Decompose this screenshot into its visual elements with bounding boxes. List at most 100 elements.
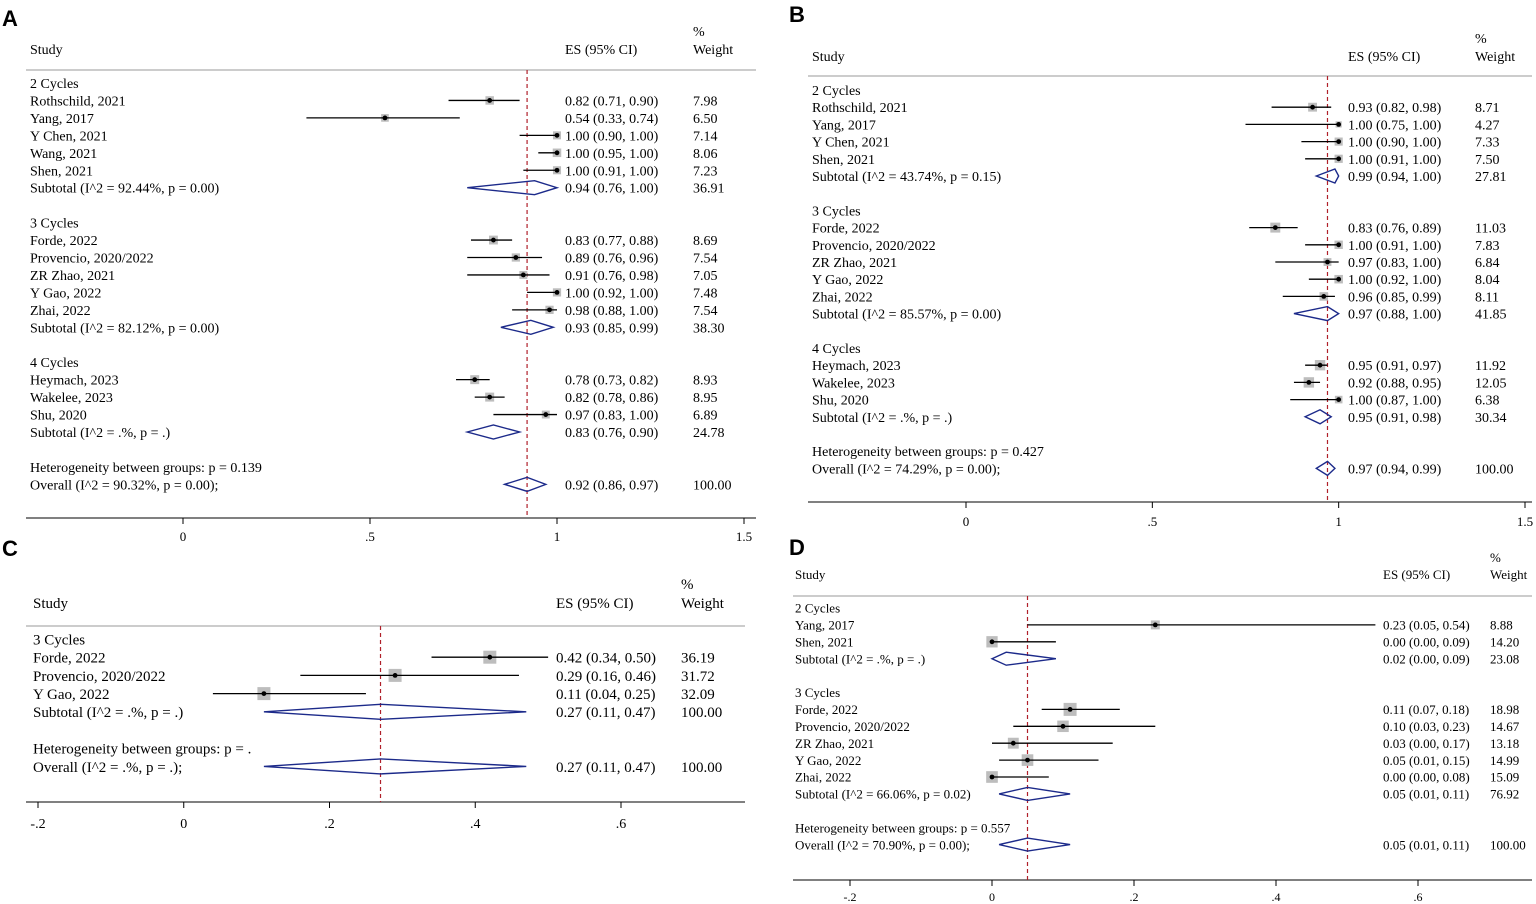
study-effect-size: 0.11 (0.07, 0.18) xyxy=(1383,702,1469,717)
study-label: Zhai, 2022 xyxy=(812,290,873,305)
study-label: Wang, 2021 xyxy=(30,147,97,162)
overall-weight: 100.00 xyxy=(681,760,722,776)
study-effect-size: 0.83 (0.76, 0.89) xyxy=(1348,222,1442,237)
point-estimate xyxy=(554,167,560,173)
study-label: Y Chen, 2021 xyxy=(30,129,108,144)
x-tick-label: .6 xyxy=(1414,890,1423,904)
study-weight: 7.98 xyxy=(693,94,718,109)
study-effect-size: 0.03 (0.00, 0.17) xyxy=(1383,736,1470,751)
column-header-study: Study xyxy=(30,43,63,58)
point-estimate xyxy=(1025,757,1030,763)
study-effect-size: 0.92 (0.88, 0.95) xyxy=(1348,376,1442,391)
study-effect-size: 0.42 (0.34, 0.50) xyxy=(556,651,656,667)
point-estimate xyxy=(1310,104,1315,110)
point-estimate xyxy=(1336,122,1342,127)
study-weight: 7.33 xyxy=(1475,136,1500,151)
subtotal-effect-size: 0.02 (0.00, 0.09) xyxy=(1383,651,1470,666)
study-weight: 7.14 xyxy=(693,129,718,144)
column-header-es: ES (95% CI) xyxy=(556,596,634,612)
study-effect-size: 0.91 (0.76, 0.98) xyxy=(565,269,659,284)
subtotal-diamond xyxy=(990,651,1056,666)
study-weight: 14.99 xyxy=(1490,753,1519,768)
study-effect-size: 0.00 (0.00, 0.08) xyxy=(1383,770,1470,785)
x-tick-label: 1 xyxy=(554,529,561,544)
study-label: Shen, 2021 xyxy=(795,634,854,649)
column-header-es: ES (95% CI) xyxy=(565,43,638,58)
point-estimate xyxy=(1321,294,1327,299)
study-weight: 11.92 xyxy=(1475,359,1506,374)
study-weight: 7.50 xyxy=(1475,153,1500,168)
heterogeneity-text: Heterogeneity between groups: p = 0.139 xyxy=(30,461,262,476)
subtotal-label: Subtotal (I^2 = 82.12%, p = 0.00) xyxy=(30,321,220,336)
subtotal-effect-size: 0.05 (0.01, 0.11) xyxy=(1383,787,1469,802)
study-effect-size: 0.11 (0.04, 0.25) xyxy=(556,687,655,703)
x-tick-label: -.2 xyxy=(30,817,45,832)
heterogeneity-text: Heterogeneity between groups: p = 0.427 xyxy=(812,445,1044,460)
column-header-es: ES (95% CI) xyxy=(1348,50,1421,65)
study-label: Heymach, 2023 xyxy=(30,374,119,389)
subtotal-effect-size: 0.94 (0.76, 1.00) xyxy=(565,182,659,197)
overall-effect-size: 0.92 (0.86, 0.97) xyxy=(565,478,659,493)
x-tick-label: 0 xyxy=(989,890,995,904)
study-effect-size: 1.00 (0.91, 1.00) xyxy=(1348,153,1442,168)
subtotal-weight: 27.81 xyxy=(1475,170,1507,185)
subtotal-effect-size: 0.95 (0.91, 0.98) xyxy=(1348,411,1442,426)
study-weight: 7.83 xyxy=(1475,239,1500,254)
overall-effect-size: 0.05 (0.01, 0.11) xyxy=(1383,837,1469,852)
x-tick-label: .6 xyxy=(616,817,627,832)
study-weight: 15.09 xyxy=(1490,770,1519,785)
subtotal-weight: 41.85 xyxy=(1475,308,1507,323)
x-tick-label: 0 xyxy=(180,529,187,544)
panel-letter: A xyxy=(2,6,18,31)
study-effect-size: 0.93 (0.82, 0.98) xyxy=(1348,101,1442,116)
study-effect-size: 1.00 (0.91, 1.00) xyxy=(1348,239,1442,254)
subtotal-weight: 23.08 xyxy=(1490,651,1519,666)
subgroup-label: 3 Cycles xyxy=(812,204,861,219)
subtotal-label: Subtotal (I^2 = 85.57%, p = 0.00) xyxy=(812,308,1002,323)
study-label: ZR Zhao, 2021 xyxy=(795,736,874,751)
overall-weight: 100.00 xyxy=(1475,462,1514,477)
point-estimate xyxy=(1336,397,1342,402)
point-estimate xyxy=(1010,740,1016,746)
study-weight: 7.23 xyxy=(693,164,718,179)
study-effect-size: 0.95 (0.91, 0.97) xyxy=(1348,359,1442,374)
study-weight: 18.98 xyxy=(1490,702,1519,717)
overall-diamond xyxy=(263,758,527,775)
study-weight: 32.09 xyxy=(681,687,715,703)
point-estimate xyxy=(1272,225,1278,231)
study-label: Forde, 2022 xyxy=(795,702,858,717)
study-weight: 11.03 xyxy=(1475,222,1506,237)
overall-diamond xyxy=(998,837,1071,852)
subtotal-label: Subtotal (I^2 = .%, p = .) xyxy=(812,411,953,426)
subtotal-weight: 38.30 xyxy=(693,321,725,336)
study-label: Yang, 2017 xyxy=(795,618,855,633)
column-header-weight-percent: % xyxy=(1490,550,1501,565)
forest-plot-panel-b: B Study ES (95% CI)% Weight 0 .5 1 1.5 2 Cycles R… xyxy=(789,2,1533,529)
panel-letter: D xyxy=(789,535,805,560)
subtotal-diamond xyxy=(1303,409,1333,425)
study-effect-size: 0.10 (0.03, 0.23) xyxy=(1383,719,1470,734)
study-label: Heymach, 2023 xyxy=(812,359,901,374)
subtotal-label: Subtotal (I^2 = .%, p = .) xyxy=(795,651,925,666)
subtotal-effect-size: 0.27 (0.11, 0.47) xyxy=(556,705,655,721)
subgroup-label: 3 Cycles xyxy=(33,632,85,648)
study-weight: 8.88 xyxy=(1490,618,1513,633)
point-estimate xyxy=(554,290,560,295)
point-estimate xyxy=(392,673,398,678)
study-effect-size: 1.00 (0.90, 1.00) xyxy=(565,129,659,144)
study-weight: 8.71 xyxy=(1475,101,1500,116)
overall-label: Overall (I^2 = 74.29%, p = 0.00); xyxy=(812,462,1000,477)
subgroup-label: 2 Cycles xyxy=(30,77,79,92)
study-weight: 7.54 xyxy=(693,304,718,319)
overall-label: Overall (I^2 = 70.90%, p = 0.00); xyxy=(795,837,970,852)
study-effect-size: 1.00 (0.90, 1.00) xyxy=(1348,136,1442,151)
study-weight: 4.27 xyxy=(1475,118,1500,133)
study-weight: 8.11 xyxy=(1475,290,1499,305)
study-weight: 8.69 xyxy=(693,234,718,249)
study-weight: 14.20 xyxy=(1490,634,1519,649)
point-estimate xyxy=(1325,259,1330,265)
subtotal-weight: 36.91 xyxy=(693,182,725,197)
study-label: Y Gao, 2022 xyxy=(795,753,861,768)
x-tick-label: .2 xyxy=(1130,890,1139,904)
